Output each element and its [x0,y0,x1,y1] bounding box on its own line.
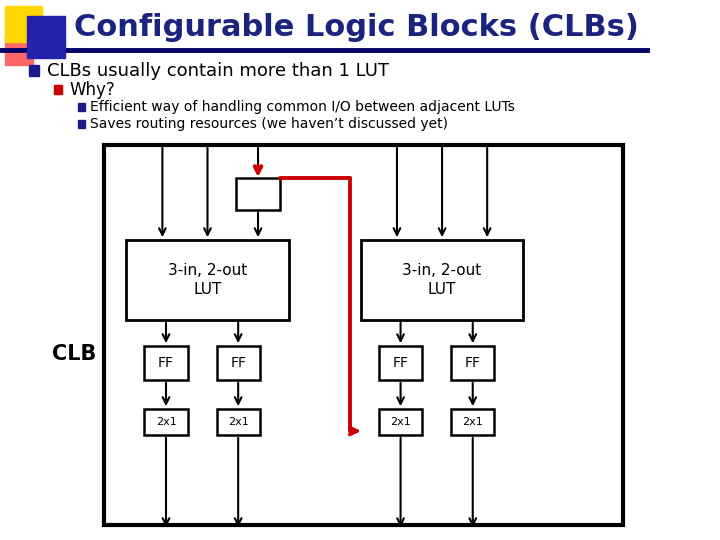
Bar [144,346,188,380]
Bar [54,85,62,94]
Text: 2x1: 2x1 [156,417,176,427]
Bar [451,409,495,435]
Bar [126,240,289,320]
Text: Efficient way of handling common I/O between adjacent LUTs: Efficient way of handling common I/O bet… [90,100,515,114]
Text: 3-in, 2-out
LUT: 3-in, 2-out LUT [402,262,482,298]
Bar [217,346,260,380]
Bar [144,409,188,435]
Text: 2x1: 2x1 [390,417,411,427]
Bar [4,35,33,65]
Bar [27,16,65,58]
Text: Configurable Logic Blocks (CLBs): Configurable Logic Blocks (CLBs) [74,12,639,42]
Text: Saves routing resources (we haven’t discussed yet): Saves routing resources (we haven’t disc… [90,117,449,131]
Text: 2x1: 2x1 [462,417,483,427]
Bar [379,346,422,380]
Bar [78,120,85,128]
Text: Why?: Why? [69,81,115,99]
Text: FF: FF [158,356,174,370]
Bar [78,103,85,111]
Bar [236,178,279,210]
Text: FF: FF [230,356,246,370]
Text: 2x1: 2x1 [246,187,269,200]
Text: FF: FF [392,356,408,370]
Text: CLB: CLB [52,344,96,364]
Bar [361,240,523,320]
Text: 2x1: 2x1 [228,417,248,427]
Bar [104,145,623,525]
Bar [217,409,260,435]
Bar [379,409,422,435]
Text: FF: FF [464,356,481,370]
Text: CLBs usually contain more than 1 LUT: CLBs usually contain more than 1 LUT [47,62,389,80]
Bar [451,346,495,380]
Bar [4,6,42,42]
Text: 3-in, 2-out
LUT: 3-in, 2-out LUT [168,262,247,298]
Bar [29,65,39,76]
